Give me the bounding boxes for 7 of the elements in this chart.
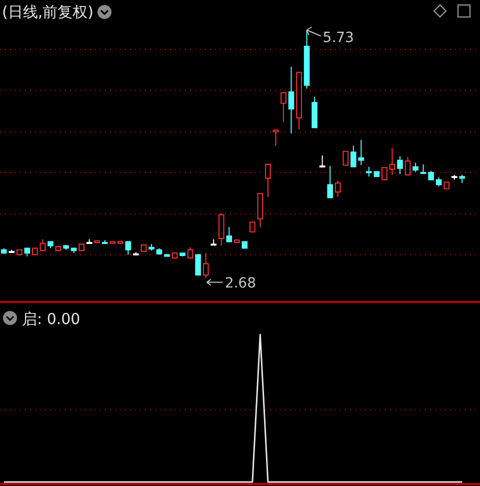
candlestick [288,66,294,134]
candlestick [389,148,396,176]
chart-title: (日线,前复权) [2,3,94,21]
annotation: 2.68 [224,275,256,292]
chart-title: 启: 0.00 [22,310,80,328]
candlestick [202,252,209,279]
annotation: 5.73 [322,30,354,46]
